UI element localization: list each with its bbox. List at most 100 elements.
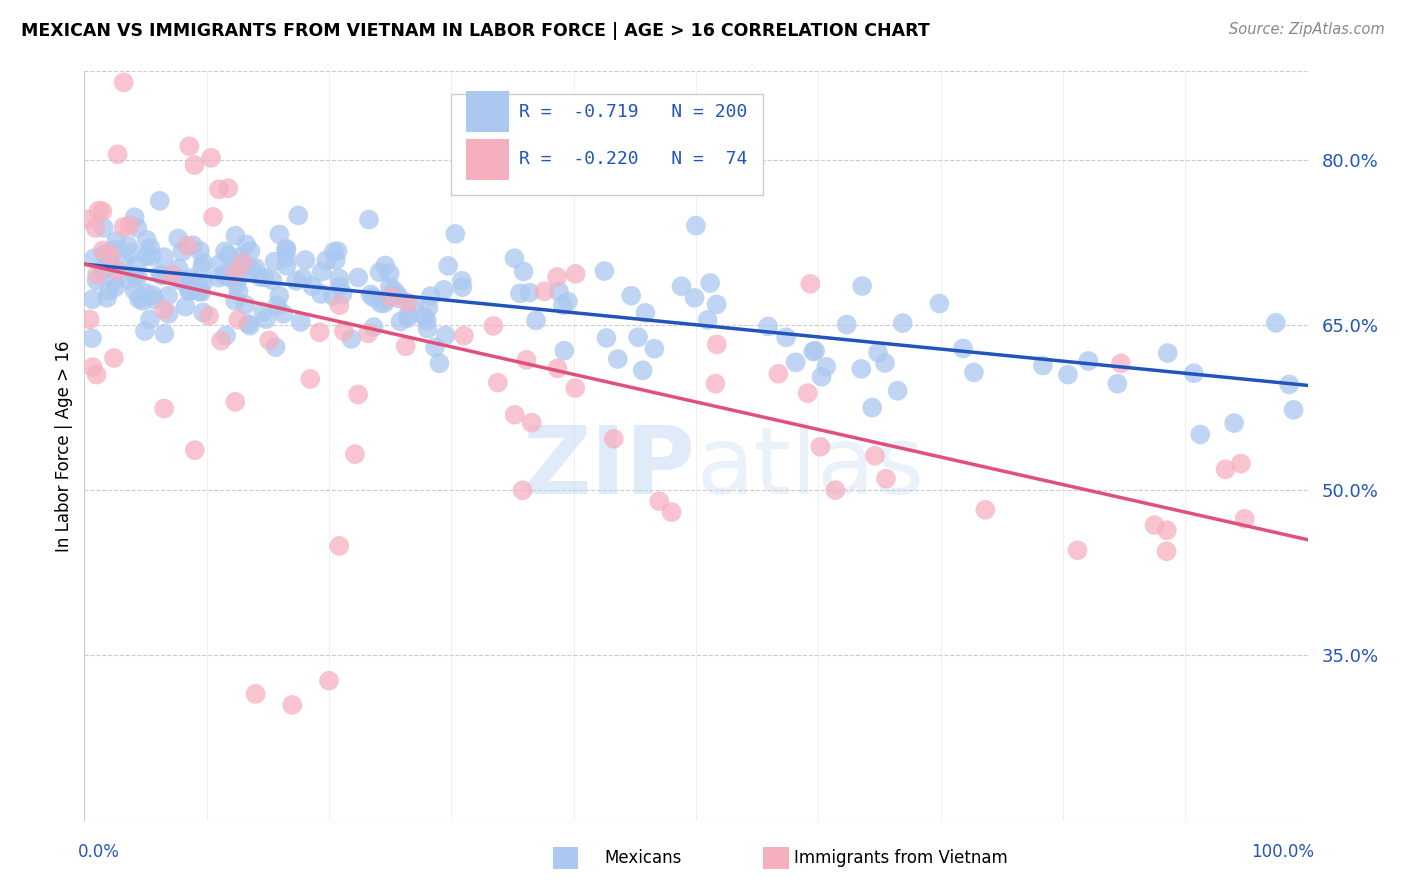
Text: Mexicans: Mexicans [605,849,682,867]
Point [389,314,412,328]
Point [451,280,474,294]
Point [706,297,728,311]
Point [128,292,150,306]
Point [112,220,135,235]
Point [105,263,128,277]
Point [124,284,146,298]
Text: Immigrants from Vietnam: Immigrants from Vietnam [794,849,1008,867]
Point [328,271,350,285]
Point [548,285,571,299]
Point [631,363,654,377]
Point [269,227,291,242]
Point [167,272,190,286]
Point [218,270,240,285]
Point [434,328,457,343]
Point [98,254,121,268]
Point [340,332,363,346]
Point [218,248,240,262]
Point [329,279,352,293]
Point [76,212,98,227]
Point [685,219,707,233]
Point [388,292,411,306]
Point [239,318,262,333]
Point [112,75,135,89]
Point [512,264,534,278]
Point [423,340,446,354]
Y-axis label: In Labor Force | Age > 16: In Labor Force | Age > 16 [55,340,73,552]
Point [620,288,643,302]
Point [1156,544,1178,558]
Point [183,158,205,172]
Point [97,284,120,298]
Point [318,673,340,688]
Point [131,293,153,308]
Point [235,259,257,273]
Point [1077,354,1099,368]
Point [149,267,172,281]
Point [557,294,579,309]
Point [1107,376,1129,391]
Point [254,312,277,326]
Point [208,182,231,196]
Point [107,147,129,161]
Point [290,315,312,329]
Point [593,264,616,278]
Point [103,351,125,365]
Point [418,301,440,315]
Point [104,280,127,294]
Point [361,290,384,304]
Point [402,299,425,313]
Point [245,687,267,701]
Point [756,319,779,334]
Point [634,306,657,320]
Point [232,256,254,270]
Point [706,337,728,351]
Point [209,334,232,348]
Text: 100.0%: 100.0% [1251,843,1313,861]
Point [82,360,104,375]
Point [200,151,222,165]
Point [546,361,568,376]
Point [93,221,115,235]
Point [187,285,209,299]
FancyBboxPatch shape [451,94,763,195]
Point [207,270,229,285]
Point [1264,316,1286,330]
Point [229,250,252,264]
Point [325,253,347,268]
Point [328,298,350,312]
Point [429,356,451,370]
Point [174,300,197,314]
Point [209,257,232,271]
Point [433,283,456,297]
Point [245,260,267,275]
Point [285,274,308,288]
Point [135,285,157,300]
Point [240,262,263,277]
Point [249,269,271,284]
Point [263,254,285,268]
Point [322,289,344,303]
Point [382,284,405,298]
Point [87,203,110,218]
Point [224,228,246,243]
Point [177,239,200,253]
Point [257,334,280,348]
Point [172,244,194,259]
Point [873,356,896,370]
Point [198,309,221,323]
Point [276,242,298,256]
Point [179,285,201,299]
Point [281,698,304,712]
Point [188,278,211,293]
Point [860,401,883,415]
Point [437,259,460,273]
Point [416,313,439,327]
Point [875,472,897,486]
Point [801,344,824,359]
Point [100,247,122,261]
Point [1215,462,1237,476]
Point [118,272,141,286]
Point [343,447,366,461]
Point [328,539,350,553]
